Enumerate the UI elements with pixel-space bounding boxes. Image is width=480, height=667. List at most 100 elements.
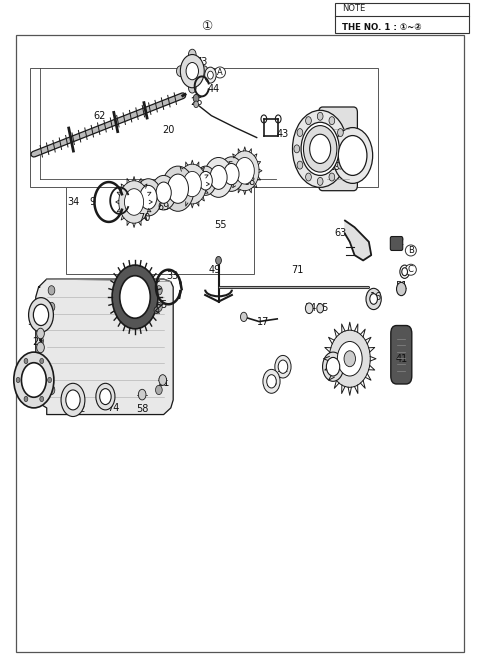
Text: A: A bbox=[217, 68, 223, 77]
Text: 49: 49 bbox=[209, 265, 221, 275]
Circle shape bbox=[162, 166, 194, 211]
Text: 71: 71 bbox=[291, 265, 303, 275]
Circle shape bbox=[219, 157, 244, 191]
Text: 19: 19 bbox=[329, 163, 342, 173]
Circle shape bbox=[193, 94, 199, 102]
Text: 44: 44 bbox=[208, 84, 220, 94]
Circle shape bbox=[278, 360, 288, 374]
Text: 55: 55 bbox=[215, 219, 227, 229]
Text: 74: 74 bbox=[108, 403, 120, 413]
Circle shape bbox=[267, 375, 276, 388]
Circle shape bbox=[29, 297, 53, 332]
Circle shape bbox=[333, 127, 372, 183]
Circle shape bbox=[48, 378, 51, 383]
Text: 29: 29 bbox=[33, 337, 45, 347]
Text: 48: 48 bbox=[328, 363, 341, 373]
Text: 14: 14 bbox=[304, 303, 317, 313]
Circle shape bbox=[396, 282, 406, 295]
Circle shape bbox=[186, 63, 199, 80]
Circle shape bbox=[310, 134, 331, 163]
Circle shape bbox=[306, 173, 312, 181]
Text: 18: 18 bbox=[117, 274, 129, 284]
Circle shape bbox=[301, 122, 339, 175]
Circle shape bbox=[36, 342, 44, 353]
Circle shape bbox=[317, 112, 323, 120]
Circle shape bbox=[195, 166, 216, 195]
Text: 26: 26 bbox=[190, 97, 202, 107]
Text: 42: 42 bbox=[392, 237, 405, 247]
Text: 73: 73 bbox=[196, 57, 208, 67]
Text: 34: 34 bbox=[67, 197, 79, 207]
Circle shape bbox=[66, 390, 80, 410]
Circle shape bbox=[112, 265, 158, 329]
Circle shape bbox=[178, 164, 206, 204]
Circle shape bbox=[317, 303, 324, 313]
Circle shape bbox=[48, 386, 55, 395]
Text: 69: 69 bbox=[157, 202, 170, 212]
Circle shape bbox=[156, 285, 162, 295]
Text: 33: 33 bbox=[166, 271, 179, 281]
Text: 43: 43 bbox=[277, 129, 289, 139]
Circle shape bbox=[326, 358, 340, 376]
Circle shape bbox=[337, 129, 343, 137]
Circle shape bbox=[24, 358, 28, 364]
Text: 16: 16 bbox=[370, 292, 382, 302]
Bar bbox=[336, 3, 469, 33]
Circle shape bbox=[263, 370, 280, 394]
Text: ①: ① bbox=[201, 20, 212, 33]
Text: 24: 24 bbox=[348, 350, 361, 360]
Circle shape bbox=[204, 67, 216, 83]
Text: 15: 15 bbox=[317, 303, 330, 313]
Circle shape bbox=[210, 165, 227, 189]
Circle shape bbox=[230, 151, 259, 191]
Bar bbox=[66, 187, 254, 273]
Circle shape bbox=[341, 145, 347, 153]
Circle shape bbox=[156, 302, 162, 311]
Circle shape bbox=[156, 386, 162, 395]
Circle shape bbox=[275, 356, 291, 378]
Circle shape bbox=[183, 171, 201, 197]
Circle shape bbox=[305, 303, 313, 313]
Circle shape bbox=[303, 125, 337, 172]
Circle shape bbox=[200, 66, 208, 77]
Circle shape bbox=[370, 293, 377, 304]
Circle shape bbox=[48, 285, 55, 295]
Circle shape bbox=[194, 101, 199, 107]
Circle shape bbox=[216, 256, 221, 264]
Text: 21: 21 bbox=[157, 378, 170, 388]
Circle shape bbox=[28, 372, 39, 388]
Circle shape bbox=[120, 275, 150, 318]
Circle shape bbox=[48, 302, 55, 311]
Circle shape bbox=[400, 265, 409, 278]
Circle shape bbox=[135, 179, 162, 216]
Circle shape bbox=[294, 145, 300, 153]
Circle shape bbox=[329, 330, 370, 388]
Circle shape bbox=[22, 363, 46, 398]
Circle shape bbox=[235, 157, 254, 184]
Circle shape bbox=[306, 117, 312, 125]
Circle shape bbox=[124, 189, 144, 215]
Circle shape bbox=[240, 312, 247, 321]
Circle shape bbox=[276, 115, 281, 123]
FancyBboxPatch shape bbox=[319, 107, 358, 191]
Text: 68: 68 bbox=[243, 177, 256, 187]
Circle shape bbox=[366, 288, 381, 309]
Text: NOTE: NOTE bbox=[342, 4, 365, 13]
Polygon shape bbox=[36, 279, 173, 414]
Text: 41: 41 bbox=[395, 354, 408, 364]
Circle shape bbox=[292, 110, 348, 187]
Circle shape bbox=[224, 163, 239, 185]
Circle shape bbox=[40, 358, 44, 364]
Circle shape bbox=[159, 375, 167, 386]
Circle shape bbox=[14, 352, 54, 408]
Circle shape bbox=[119, 181, 149, 223]
Circle shape bbox=[189, 83, 196, 93]
Text: 72: 72 bbox=[73, 404, 85, 414]
Circle shape bbox=[189, 49, 196, 60]
Circle shape bbox=[199, 171, 212, 190]
Circle shape bbox=[40, 396, 44, 402]
Text: B: B bbox=[408, 246, 414, 255]
Bar bbox=[30, 68, 378, 187]
Text: 54: 54 bbox=[28, 317, 40, 327]
Text: 70: 70 bbox=[138, 213, 151, 223]
